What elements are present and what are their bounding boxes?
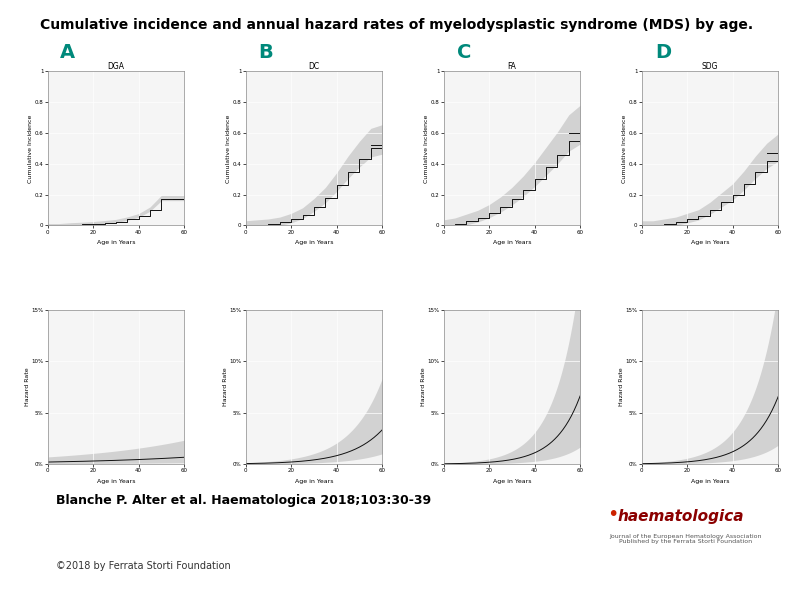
Title: SDG: SDG <box>702 62 718 71</box>
Y-axis label: Cumulative Incidence: Cumulative Incidence <box>424 114 430 183</box>
Y-axis label: Cumulative Incidence: Cumulative Incidence <box>29 114 33 183</box>
Y-axis label: Hazard Rate: Hazard Rate <box>421 368 426 406</box>
Y-axis label: Cumulative Incidence: Cumulative Incidence <box>622 114 627 183</box>
Text: A: A <box>60 43 75 62</box>
Y-axis label: Cumulative Incidence: Cumulative Incidence <box>226 114 231 183</box>
X-axis label: Age in Years: Age in Years <box>691 479 729 484</box>
Title: DC: DC <box>308 62 319 71</box>
Title: FA: FA <box>507 62 516 71</box>
Text: B: B <box>259 43 273 62</box>
X-axis label: Age in Years: Age in Years <box>492 479 531 484</box>
Text: Cumulative incidence and annual hazard rates of myelodysplastic syndrome (MDS) b: Cumulative incidence and annual hazard r… <box>40 18 754 32</box>
Y-axis label: Hazard Rate: Hazard Rate <box>619 368 624 406</box>
Text: D: D <box>655 43 671 62</box>
Y-axis label: Hazard Rate: Hazard Rate <box>25 368 30 406</box>
X-axis label: Age in Years: Age in Years <box>492 240 531 245</box>
X-axis label: Age in Years: Age in Years <box>97 479 135 484</box>
Text: Journal of the European Hematology Association
Published by the Ferrata Storti F: Journal of the European Hematology Assoc… <box>610 534 762 544</box>
X-axis label: Age in Years: Age in Years <box>691 240 729 245</box>
Text: ©2018 by Ferrata Storti Foundation: ©2018 by Ferrata Storti Foundation <box>56 561 230 571</box>
X-axis label: Age in Years: Age in Years <box>97 240 135 245</box>
Text: •: • <box>607 505 619 524</box>
X-axis label: Age in Years: Age in Years <box>295 479 333 484</box>
Y-axis label: Hazard Rate: Hazard Rate <box>223 368 228 406</box>
Text: C: C <box>457 43 472 62</box>
X-axis label: Age in Years: Age in Years <box>295 240 333 245</box>
Title: DGA: DGA <box>107 62 125 71</box>
Text: haematologica: haematologica <box>618 509 744 524</box>
Text: Blanche P. Alter et al. Haematologica 2018;103:30-39: Blanche P. Alter et al. Haematologica 20… <box>56 494 430 507</box>
